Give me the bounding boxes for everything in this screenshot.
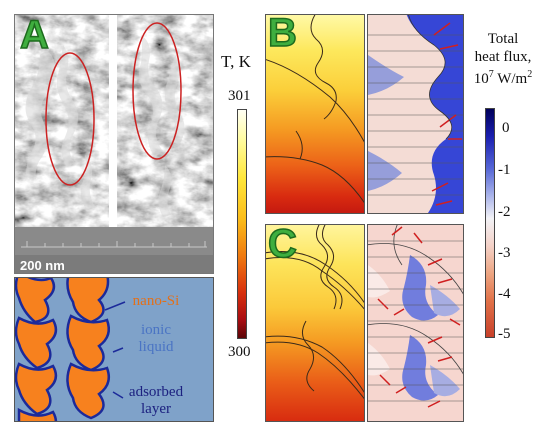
heat-flux-title-line2: heat flux, (474, 49, 532, 65)
panel-label-a: A (19, 13, 49, 57)
heat-flux-tick-1: -1 (498, 162, 511, 178)
panel-label-b: B (267, 11, 297, 55)
heat-flux-tick-3: -3 (498, 245, 511, 261)
ionic-liquid-label-line2: liquid (138, 339, 174, 355)
heat-flux-unit-base: 10 (473, 71, 489, 87)
panel-c-temperature-contours (266, 225, 364, 400)
image-divider (109, 15, 117, 227)
schematic-pointers (104, 301, 126, 399)
scale-ruler (21, 241, 207, 248)
heat-flux-unit-exponent: 7 (488, 69, 494, 80)
heat-flux-colorbar (485, 108, 495, 338)
panel-c-heat-flux-field (367, 224, 464, 422)
schematic-panel (14, 277, 214, 422)
panel-c-heat-flux-map (368, 225, 463, 421)
heat-flux-unit-exponent-2: 2 (527, 69, 533, 80)
adsorbed-layer-label-line2: layer (141, 401, 171, 417)
temperature-max-label: 301 (228, 88, 251, 104)
panel-b-temperature-contours (266, 15, 364, 204)
panel-label-c: C (267, 222, 297, 266)
highlight-oval-right (132, 22, 182, 160)
panel-c-temperature-field (265, 224, 365, 422)
adsorbed-layer-label-line1: adsorbed (128, 384, 184, 400)
heat-flux-unit-rest: W/m (493, 71, 528, 87)
heat-flux-tick-5: -5 (498, 326, 511, 342)
nano-si-column-middle (66, 278, 110, 420)
ionic-liquid-label-line1: ionic (141, 322, 171, 338)
highlight-oval-left (45, 52, 95, 186)
temperature-bar-title: T, K (221, 52, 251, 71)
panel-b-heat-flux-map (368, 15, 463, 213)
panel-b-heat-flux-field (367, 14, 464, 214)
heat-flux-tick-0: 0 (502, 120, 510, 136)
sem-micrograph (15, 15, 213, 273)
panel-b-temperature-field (265, 14, 365, 214)
nano-si-label: nano-Si (132, 293, 180, 309)
schematic-drawing (15, 278, 213, 421)
temperature-colorbar (237, 109, 247, 339)
heat-flux-tick-2: -2 (498, 204, 511, 220)
heat-flux-tick-4: -4 (498, 286, 511, 302)
heat-flux-bar-title: Total heat flux, 107 W/m2 (460, 30, 544, 88)
scale-bar-label: 200 nm (20, 258, 65, 273)
nano-si-column-left (15, 278, 58, 421)
heat-flux-unit: 107 W/m2 (460, 66, 544, 88)
heat-flux-title-line1: Total (487, 31, 519, 47)
sem-image-panel (14, 14, 214, 274)
temperature-min-label: 300 (228, 344, 251, 360)
